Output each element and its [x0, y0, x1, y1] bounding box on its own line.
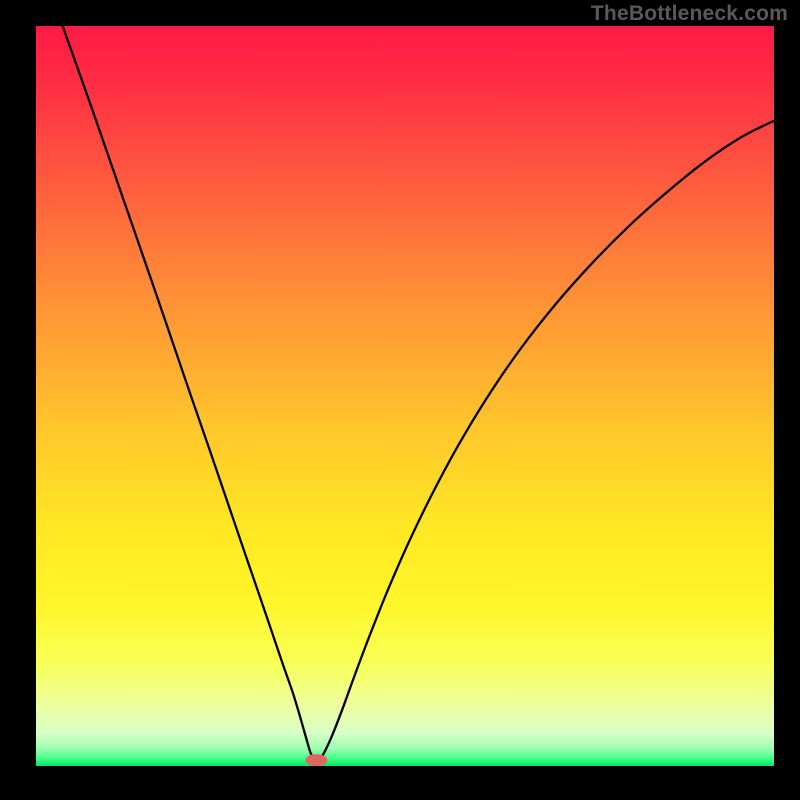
plot-svg: [36, 26, 774, 766]
min-marker: [305, 754, 327, 766]
plot-area: [36, 26, 774, 766]
gradient-background: [36, 26, 774, 766]
chart-frame: TheBottleneck.com: [0, 0, 800, 800]
watermark-text: TheBottleneck.com: [591, 2, 788, 26]
